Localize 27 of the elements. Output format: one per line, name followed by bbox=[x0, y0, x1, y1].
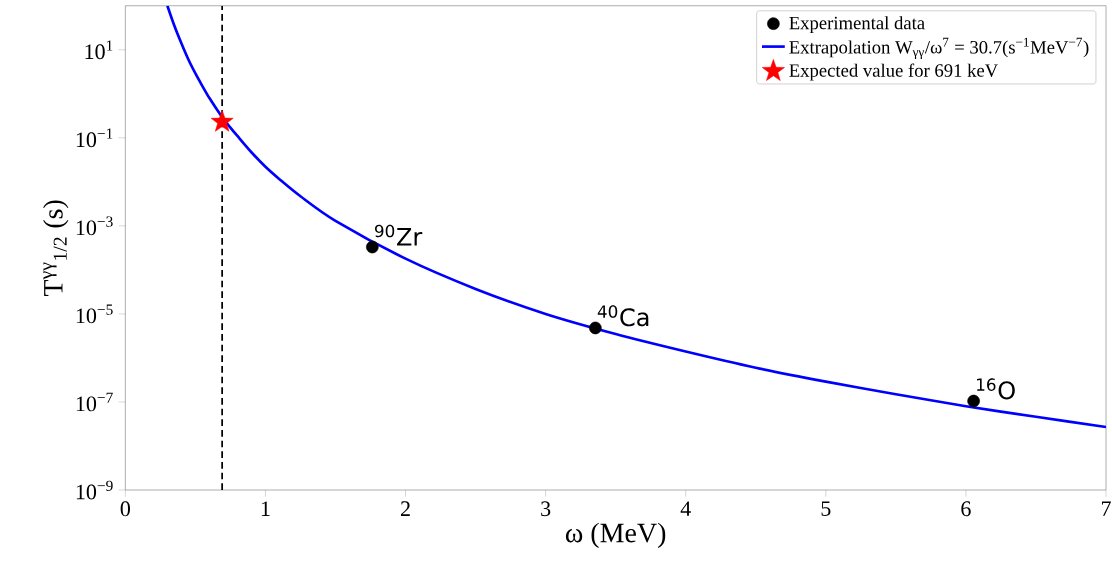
x-tick-label: 3 bbox=[541, 501, 551, 517]
annotation: $^{16}$O bbox=[977, 378, 1015, 400]
y-tick-label: 10$^{1}$ bbox=[85, 40, 113, 60]
point bbox=[210, 109, 234, 132]
text: Extrapolation W$_{γγ}$/ω$^{7}$ = 30.7(s$^{−1}$MeV$^{−7}$) bbox=[789, 37, 1089, 60]
line-series bbox=[166, 5, 1106, 429]
y-tick-label: 10$^{−5}$ bbox=[76, 304, 113, 324]
y-tick-label: 10$^{−7}$ bbox=[76, 392, 113, 412]
x-axis-title: ω (MeV) bbox=[565, 522, 666, 549]
annotation: $^{90}$Zr bbox=[374, 224, 423, 246]
legend-label: Experimental data bbox=[789, 16, 925, 34]
x-tick-label: 2 bbox=[400, 501, 410, 516]
point bbox=[366, 240, 379, 254]
x-tick-label: 0 bbox=[120, 501, 130, 517]
y-tick-label: 10$^{−9}$ bbox=[76, 480, 113, 500]
x-tick-label: 1 bbox=[261, 501, 270, 516]
y-tick-label: 10$^{−3}$ bbox=[76, 216, 113, 236]
x-tick-label: 4 bbox=[680, 501, 691, 516]
y-tick-label: 10$^{−1}$ bbox=[76, 128, 113, 148]
point bbox=[589, 321, 602, 335]
x-tick-label: 6 bbox=[961, 501, 971, 517]
legend-label: Expected value for 691 keV bbox=[789, 63, 998, 81]
annotation: $^{40}$Ca bbox=[597, 305, 649, 327]
point bbox=[967, 394, 980, 408]
x-tick-label: 7 bbox=[1101, 501, 1111, 516]
x-tick-label: 5 bbox=[821, 501, 831, 516]
y-axis-title: T$^{γγ}$$_{1/2}$ (s) bbox=[43, 200, 69, 297]
